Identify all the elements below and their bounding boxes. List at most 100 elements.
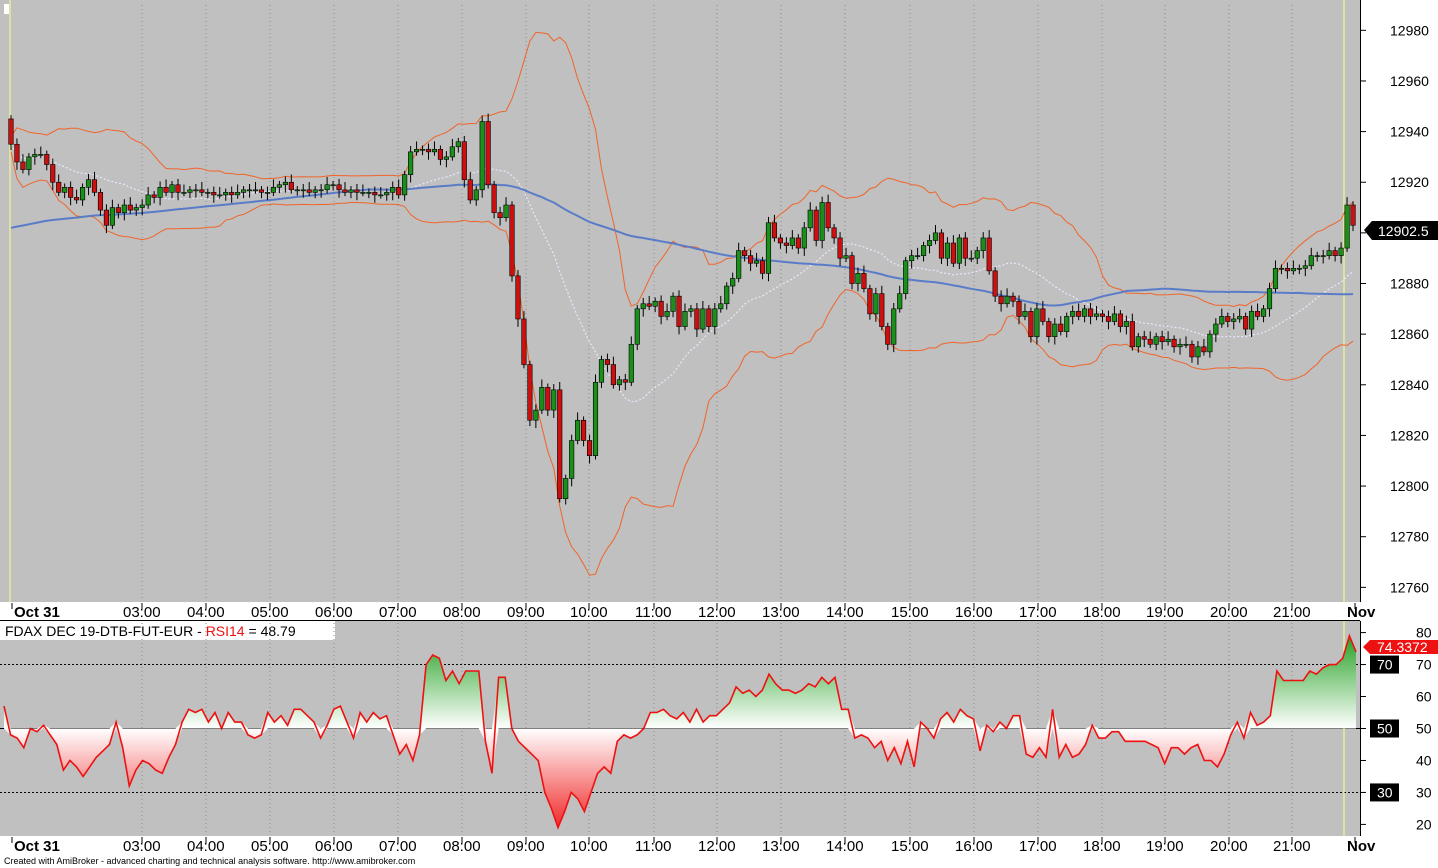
candle-bear [557,389,563,500]
rsi-tick-label: 70 [1416,657,1432,673]
candle-bear [336,184,342,191]
candle-bear [581,419,587,441]
candle-bull [575,419,581,441]
time-label: 10:00 [570,838,608,855]
time-label: Nov [1347,604,1376,621]
candle-bear [545,387,551,411]
candle-bull [1123,321,1129,327]
time-label: 17:00 [1019,838,1057,855]
candle-bear [1016,300,1022,317]
candlesticks[interactable] [8,113,1356,505]
candle-bull [736,250,742,279]
candle-bull [360,192,366,194]
candle-bear [354,189,360,193]
price-tick-label: 12980 [1390,22,1429,38]
candle-bull [819,202,825,241]
candle-bull [169,184,175,193]
candle-bear [521,318,527,365]
time-label: 15:00 [891,604,929,621]
price-tick-label: 12880 [1390,276,1429,292]
candle-bull [1064,316,1070,332]
time-axis-bottom: Oct 31 03:00 04:00 05:00 06:00 07:00 08:00 09:0… [11,837,1376,855]
rsi-level-badge [1370,719,1399,738]
candle-bear [742,250,748,256]
candle-bull [730,278,736,287]
candle-bear [867,288,873,315]
candle-bull [1308,255,1314,267]
time-label: 05:00 [251,838,289,855]
time-axis-bottom-bg [0,836,1438,854]
candle-bear [1105,316,1112,322]
time-label: 07:00 [379,838,417,855]
candle-bull [408,151,414,175]
candle-bull [402,174,408,196]
moving-averages [10,143,1354,403]
candle-bull [85,179,92,188]
time-label: 18:00 [1083,838,1121,855]
price-tick-label: 12860 [1390,326,1429,342]
time-label: 21:00 [1273,838,1311,855]
candle-bull [903,260,909,294]
candle-bear [258,189,265,193]
candle-bear [467,179,473,201]
candle-bear [342,189,348,193]
candle-bear [938,232,945,259]
time-label: 08:00 [443,838,481,855]
candle-bull [1338,247,1344,256]
candle-bull [1219,316,1225,325]
pane-marker [4,4,9,14]
candle-bear [163,186,169,193]
candle-bull [1195,346,1201,358]
rsi-tick-label: 40 [1416,752,1432,768]
time-label: 20:00 [1210,604,1248,621]
candle-bull [300,189,306,192]
candle-bull [473,189,479,201]
candle-bear [437,149,444,160]
candle-bull [765,222,772,274]
candle-bull [193,189,199,192]
candle-bull [551,389,557,411]
candle-bull [109,207,115,226]
candle-bull [891,308,897,345]
candle-bear [1225,316,1231,322]
candle-bull [640,303,646,310]
rsi-tick-label: 50 [1416,721,1432,737]
candle-bear [813,209,819,241]
price-tick-label: 12820 [1390,427,1429,443]
candle-bull [38,154,44,156]
candle-bear [771,222,778,239]
candle-bull [479,121,485,191]
candle-bear [1076,311,1082,317]
rsi-line [3,633,1357,830]
ma-long [10,183,1354,307]
candle-bear [8,118,14,145]
rsi-title-indicator: RSI14 [206,623,245,639]
candle-bull [503,204,509,218]
candle-bear [56,181,62,193]
candle-bear [1284,268,1290,272]
candle-bear [1088,308,1094,317]
candle-bull [1296,268,1302,270]
candle-bull [390,186,396,193]
candle-bull [1034,308,1040,337]
candle-bull [616,379,622,386]
time-label: 14:00 [826,604,864,621]
candle-bull [932,232,939,241]
candle-bear [372,192,378,196]
candle-bear [515,275,521,320]
price-tick-label: 12960 [1390,73,1429,89]
price-tick-label: 12780 [1390,529,1429,545]
candle-bull [79,186,86,201]
candle-bull [1052,323,1058,337]
candle-bull [121,204,127,213]
candle-bull [682,311,688,327]
rsi-tick-label: 80 [1416,625,1432,641]
candle-bull [628,343,634,383]
candle-bear [68,186,74,198]
time-label: 07:00 [379,604,417,621]
time-axis-top: Oct 31 03:00 04:00 05:00 06:00 07:00 08:00 09:0… [11,603,1376,621]
candle-bull [1153,336,1159,345]
candle-bull [26,156,32,170]
candle-bull [223,192,229,196]
candle-bull [1237,316,1243,320]
